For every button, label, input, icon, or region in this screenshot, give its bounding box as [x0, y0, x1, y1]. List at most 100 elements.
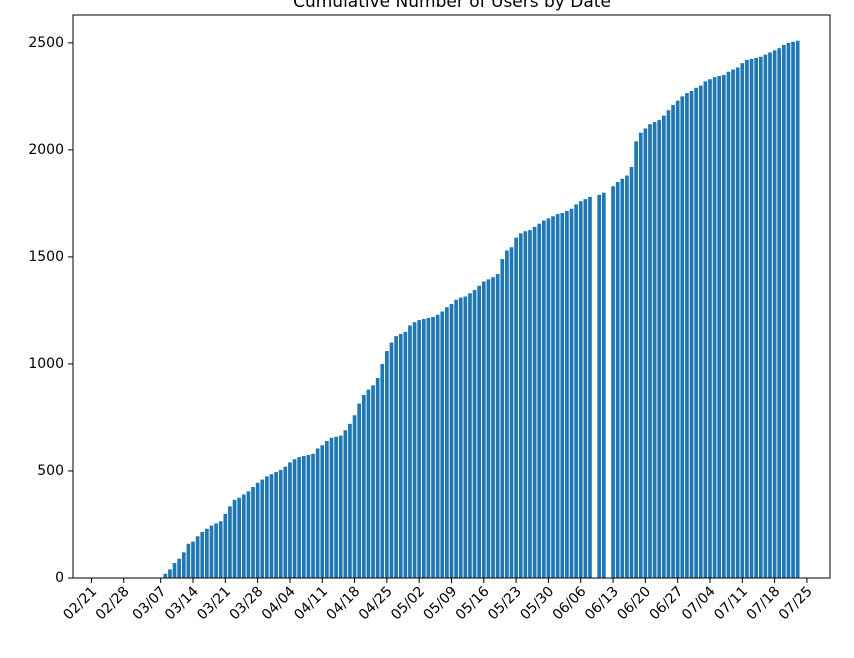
- bar: [241, 494, 246, 578]
- x-tick-label: 04/04: [259, 583, 299, 623]
- x-tick-label: 06/20: [614, 584, 654, 624]
- bar: [403, 331, 408, 578]
- bar: [671, 104, 675, 578]
- bar: [786, 42, 791, 578]
- bar: [445, 307, 449, 578]
- bar: [763, 54, 768, 578]
- bar: [283, 466, 288, 578]
- bar: [361, 394, 366, 578]
- bar: [749, 58, 754, 578]
- bar: [265, 476, 269, 578]
- bar: [246, 491, 251, 578]
- bar: [412, 322, 417, 578]
- x-tick-label: 05/09: [420, 584, 460, 624]
- bar: [768, 52, 772, 579]
- bar: [708, 79, 712, 579]
- bar: [795, 40, 800, 578]
- bar: [634, 141, 638, 578]
- bar: [431, 316, 435, 578]
- bar: [486, 279, 491, 578]
- bar: [375, 377, 380, 578]
- bar: [528, 230, 532, 578]
- bar: [537, 223, 542, 578]
- bar: [458, 297, 463, 578]
- bar: [260, 479, 265, 578]
- bar: [380, 363, 385, 578]
- bar: [675, 100, 680, 578]
- x-tick-label: 06/06: [550, 583, 590, 623]
- bar: [689, 90, 694, 578]
- y-tick-label: 2000: [28, 142, 64, 158]
- x-tick-label: 03/07: [130, 584, 170, 624]
- bar: [329, 437, 334, 578]
- bar: [237, 497, 242, 578]
- bar: [366, 389, 371, 578]
- x-tick-label: 07/11: [711, 584, 751, 624]
- x-tick-label: 04/25: [356, 584, 396, 624]
- x-tick-label: 05/16: [453, 583, 493, 623]
- bar: [385, 351, 389, 578]
- bar: [740, 63, 745, 578]
- bar: [578, 201, 583, 578]
- bar: [648, 124, 652, 579]
- bar: [491, 277, 495, 578]
- bar: [269, 474, 274, 578]
- bar: [555, 214, 560, 578]
- bar: [435, 314, 440, 578]
- bar: [468, 293, 472, 578]
- bar: [601, 192, 606, 578]
- bar: [505, 250, 509, 578]
- bar: [449, 303, 454, 578]
- bar: [214, 523, 218, 578]
- bar: [288, 462, 292, 578]
- x-tick-label: 06/27: [647, 584, 687, 624]
- x-tick-label: 02/28: [93, 584, 133, 624]
- bar: [352, 415, 357, 578]
- bar: [712, 77, 717, 579]
- bar: [408, 325, 412, 578]
- y-tick-label: 1500: [28, 249, 64, 265]
- bar: [703, 81, 708, 579]
- bar: [625, 175, 629, 578]
- bar: [218, 521, 223, 578]
- bar: [481, 281, 486, 578]
- x-tick-label: 02/21: [60, 584, 100, 624]
- bar: [680, 96, 685, 578]
- bar: [306, 454, 311, 578]
- bar: [394, 336, 398, 578]
- bar: [500, 259, 505, 578]
- bar: [334, 436, 338, 578]
- bar: [172, 563, 177, 578]
- bar: [657, 119, 662, 578]
- bar: [685, 93, 689, 578]
- bar: [209, 525, 214, 578]
- bar: [551, 216, 555, 578]
- bar: [320, 445, 325, 578]
- bar: [191, 541, 195, 578]
- bar: [772, 50, 777, 579]
- x-tick-label: 04/11: [291, 584, 331, 624]
- bar: [311, 453, 315, 578]
- x-tick-label: 03/21: [194, 584, 234, 624]
- bar: [518, 233, 523, 579]
- bar: [652, 122, 657, 579]
- bar: [398, 333, 403, 578]
- bar: [417, 320, 422, 578]
- bar: [560, 213, 565, 578]
- bar: [186, 543, 191, 578]
- y-tick-label: 0: [55, 570, 64, 586]
- bar: [338, 435, 343, 578]
- x-tick-label: 07/25: [776, 584, 816, 624]
- bar: [389, 342, 394, 578]
- bar: [523, 231, 528, 579]
- bar: [569, 208, 574, 578]
- bar: [661, 115, 666, 578]
- bar: [181, 552, 186, 578]
- bar: [726, 71, 731, 578]
- bar: [731, 69, 735, 578]
- bar: [278, 469, 283, 578]
- bar: [292, 459, 297, 578]
- bar: [454, 299, 458, 578]
- bar: [745, 59, 749, 579]
